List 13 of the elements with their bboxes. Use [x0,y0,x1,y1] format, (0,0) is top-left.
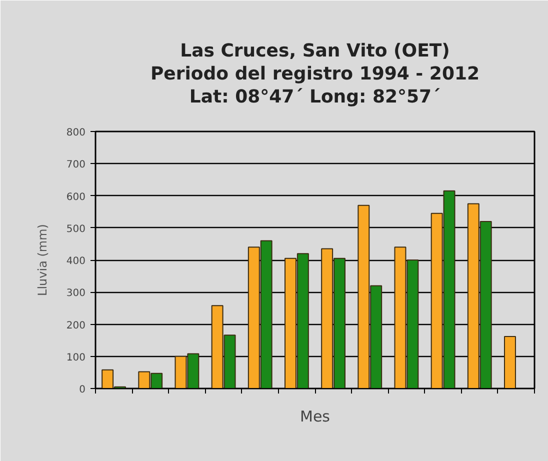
y-tick-label: 200 [66,320,86,332]
chart-title: Las Cruces, San Vito (OET) Periodo del registro 1994 - 2012 Lat: 08°47´ Long: 82°57´ [150,40,480,108]
y-tick-label: 500 [66,224,86,235]
y-tick-label: 400 [66,256,86,267]
y-tick-label: 800 [66,128,86,138]
y-tick-label: 700 [66,160,86,171]
y-tick-label: 600 [66,192,86,203]
y-tick-label: 300 [66,288,86,300]
y-axis-title: Lluvia (mm) [35,224,50,296]
x-axis-title: Mes [300,408,330,426]
bar [504,336,516,388]
y-tick-label: 100 [66,352,86,364]
y-tick-label: 0 [79,384,86,396]
